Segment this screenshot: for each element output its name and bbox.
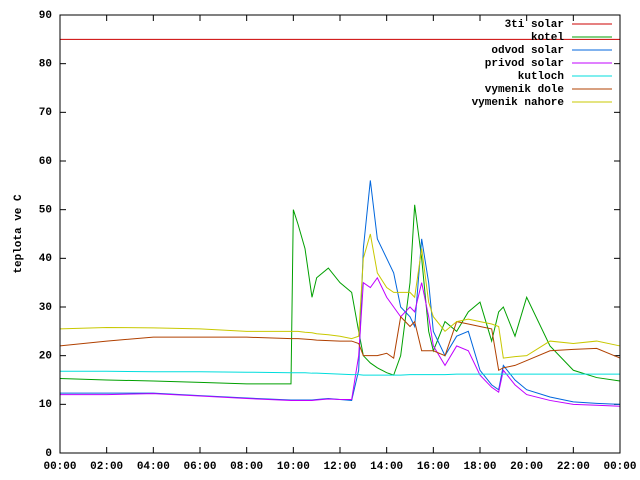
x-tick-label: 18:00 — [463, 461, 496, 473]
x-tick-label: 10:00 — [277, 461, 310, 473]
x-tick-label: 06:00 — [183, 461, 216, 473]
y-tick-label: 60 — [39, 156, 52, 168]
x-tick-label: 16:00 — [417, 461, 450, 473]
x-tick-label: 00:00 — [603, 461, 636, 473]
y-tick-label: 0 — [45, 448, 52, 460]
series-line — [60, 276, 621, 407]
y-tick-label: 10 — [39, 399, 52, 411]
x-tick-label: 12:00 — [323, 461, 356, 473]
series-line — [59, 233, 621, 359]
y-axis-label: teplota ve C — [13, 194, 25, 274]
legend-label: kotel — [531, 32, 564, 44]
x-tick-label: 00:00 — [43, 461, 76, 473]
y-tick-label: 40 — [39, 253, 52, 265]
y-tick-label: 70 — [39, 107, 52, 119]
x-tick-label: 22:00 — [557, 461, 590, 473]
x-tick-label: 08:00 — [230, 461, 263, 473]
y-tick-label: 30 — [39, 302, 52, 314]
y-tick-label: 50 — [39, 205, 52, 217]
legend-label: vymenik nahore — [472, 97, 565, 109]
legend-label: 3ti solar — [505, 19, 564, 31]
legend-label: kutloch — [518, 71, 564, 83]
series-line — [59, 315, 621, 372]
series-line — [60, 370, 620, 376]
y-tick-label: 90 — [39, 10, 52, 22]
plot-border — [59, 14, 621, 454]
y-tick-label: 80 — [39, 59, 52, 71]
legend-label: vymenik dole — [485, 84, 565, 96]
legend-label: privod solar — [485, 58, 564, 70]
legend-label: odvod solar — [491, 45, 564, 57]
x-tick-label: 04:00 — [137, 461, 170, 473]
x-tick-label: 14:00 — [370, 461, 403, 473]
x-tick-label: 20:00 — [510, 461, 543, 473]
y-tick-label: 20 — [39, 351, 52, 363]
x-tick-label: 02:00 — [90, 461, 123, 473]
